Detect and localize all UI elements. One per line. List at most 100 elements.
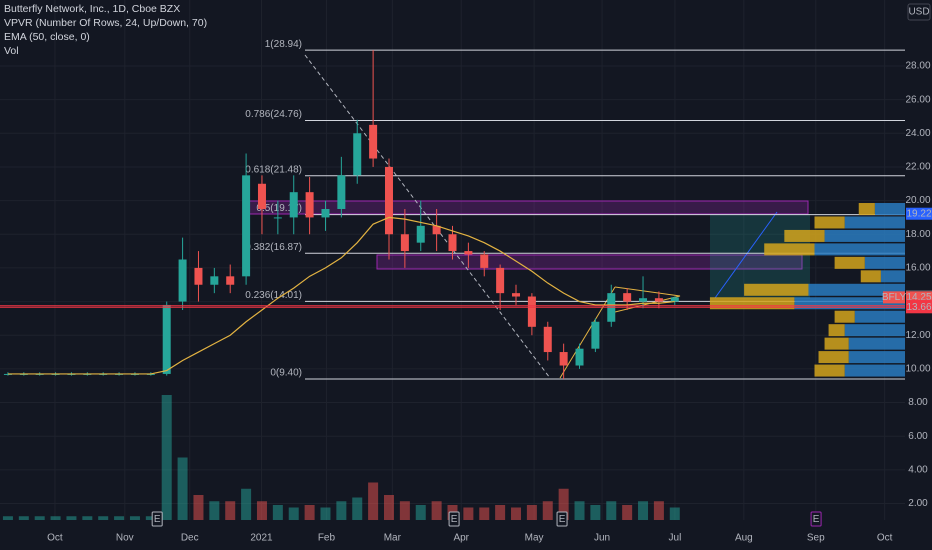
- volume-bar: [638, 501, 649, 520]
- volume-bar: [542, 501, 553, 520]
- profile-up: [834, 256, 865, 269]
- y-tick-label: 2.00: [908, 498, 928, 509]
- fib-label: 0.786(24.76): [245, 109, 302, 120]
- candle-body: [512, 293, 521, 297]
- profile-down: [848, 351, 905, 364]
- symbol-badge: [883, 291, 905, 304]
- volume-bar: [145, 516, 156, 520]
- y-tick-label: 4.00: [908, 464, 928, 475]
- candle-body: [591, 321, 600, 349]
- price-badge-label: 14.25: [906, 292, 931, 303]
- y-tick-label: 16.00: [905, 263, 930, 274]
- profile-down: [808, 283, 905, 296]
- volume-bar: [114, 516, 125, 520]
- volume-bar: [98, 516, 109, 520]
- volume-bar: [606, 501, 617, 520]
- profile-up: [784, 229, 825, 242]
- volume-bar: [256, 501, 267, 520]
- earnings-marker: [151, 511, 163, 527]
- y-tick-label: 6.00: [908, 431, 928, 442]
- y-tick-label: 26.00: [905, 94, 930, 105]
- candle-body: [226, 276, 235, 285]
- fib-label: 0(9.40): [270, 368, 302, 379]
- volume-bar: [352, 497, 363, 520]
- pattern: [614, 286, 681, 313]
- earnings-label: E: [559, 514, 566, 525]
- fib-label: 0.236(14.01): [245, 290, 302, 301]
- profile-up: [858, 203, 875, 216]
- volume-bar: [558, 488, 569, 520]
- candle-body: [639, 298, 648, 302]
- y-tick-label: 18.00: [905, 229, 930, 240]
- volume-bar: [463, 507, 474, 520]
- candle-body: [670, 297, 679, 302]
- volume-bar: [18, 516, 29, 520]
- grid: [0, 0, 905, 520]
- volume-bar: [653, 501, 664, 520]
- earnings-marker: [810, 511, 822, 527]
- candle-body: [384, 166, 393, 235]
- volume-bar: [526, 505, 537, 520]
- volume-bar: [415, 505, 426, 520]
- profile-down: [874, 203, 905, 216]
- fib-label: 0.618(21.48): [245, 164, 302, 175]
- profile-down: [864, 256, 905, 269]
- fib-label: 0.5(19.17): [256, 203, 302, 214]
- y-tick-label: 10.00: [905, 364, 930, 375]
- profile-down: [814, 243, 905, 256]
- profile-down: [848, 337, 905, 350]
- volume-bar: [399, 501, 410, 520]
- x-tick-label: Feb: [318, 533, 336, 544]
- volume-bar: [669, 507, 680, 520]
- plot: 1(28.94) 0.786(24.76) 0.618(21.48) 0.5(19.1…: [0, 39, 905, 520]
- candle-body: [162, 304, 171, 374]
- currency-box[interactable]: [907, 3, 931, 21]
- volume-bar: [590, 505, 601, 520]
- y-tick-label: 28.00: [905, 61, 930, 72]
- symbol-label: BFLY: [882, 292, 907, 303]
- fib-label: 1(28.94): [265, 39, 302, 50]
- y-tick-label: 8.00: [908, 397, 928, 408]
- profile-up: [824, 337, 849, 350]
- volume-bar: [304, 505, 315, 520]
- volume-bar: [320, 507, 331, 520]
- y-tick-label: 20.00: [905, 195, 930, 206]
- volume-bar: [50, 516, 61, 520]
- volume-bar: [129, 516, 140, 520]
- earnings-label: E: [451, 514, 458, 525]
- volume-bar: [368, 482, 379, 520]
- volume-bar: [495, 505, 506, 520]
- volume-bar: [225, 501, 236, 520]
- volume-bar: [272, 505, 283, 520]
- volume-bar: [383, 495, 394, 520]
- volume-bar: [34, 516, 45, 520]
- profile-down: [844, 216, 905, 229]
- profile-down: [854, 310, 905, 323]
- volume-bar: [241, 488, 252, 520]
- x-tick-label: Nov: [116, 533, 134, 544]
- candle-body: [496, 267, 505, 294]
- indicator: VPVR (Number Of Rows, 24, Up/Down, 70): [4, 17, 207, 29]
- y-tick-label: 24.00: [905, 128, 930, 139]
- volume-bar: [66, 516, 77, 520]
- volume-bar: [2, 516, 13, 520]
- profile-up: [834, 310, 855, 323]
- price-badge: [906, 301, 932, 314]
- indicator: EMA (50, close, 0): [4, 31, 90, 43]
- profile-down: [844, 324, 905, 337]
- candle-body: [353, 133, 362, 176]
- pattern: [559, 286, 616, 379]
- volume-bar: [479, 507, 490, 520]
- price-axis: [905, 0, 932, 550]
- volume-bar: [209, 501, 220, 520]
- earnings-label: E: [154, 514, 161, 525]
- candle-body: [273, 217, 282, 219]
- currency[interactable]: USD: [908, 7, 929, 18]
- volume-bar: [82, 516, 93, 520]
- x-tick-label: Sep: [807, 533, 825, 544]
- x-tick-label: 2021: [250, 533, 273, 544]
- volume-bar: [193, 495, 204, 520]
- profile-up: [818, 351, 849, 364]
- volume-bar: [288, 507, 299, 520]
- x-tick-label: Mar: [384, 533, 402, 544]
